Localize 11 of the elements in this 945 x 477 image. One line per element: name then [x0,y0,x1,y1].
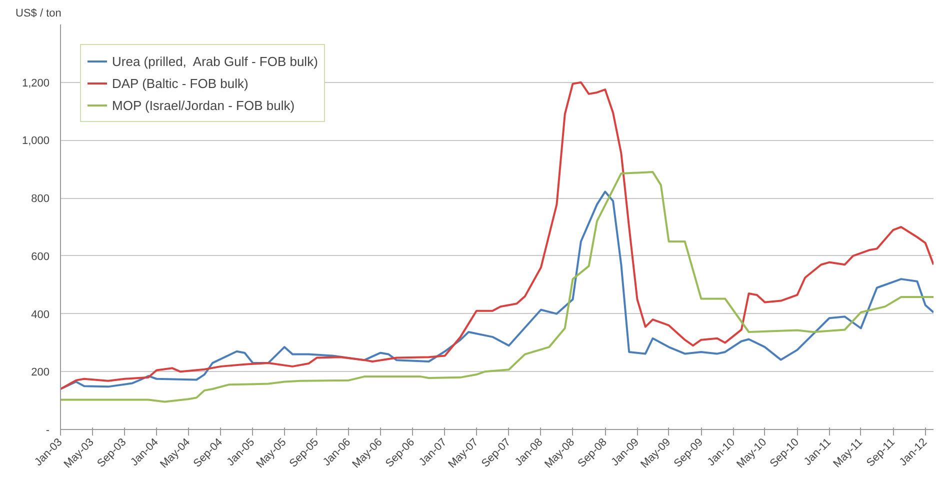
y-tick-label: 800 [31,193,50,206]
y-tick-label: - [46,424,50,436]
y-tick-label: 1,000 [22,135,50,148]
y-tick-label: 400 [31,308,50,321]
legend-label: Urea (prilled, Arab Gulf - FOB bulk) [112,54,318,68]
legend-label: MOP (Israel/Jordan - FOB bulk) [112,98,295,112]
y-tick-label: 1,200 [22,77,50,90]
y-tick-label: 200 [31,366,50,379]
y-tick-label: 600 [31,250,50,263]
y-axis-title: US$ / ton [16,8,62,20]
legend-label: DAP (Baltic - FOB bulk) [112,76,248,90]
